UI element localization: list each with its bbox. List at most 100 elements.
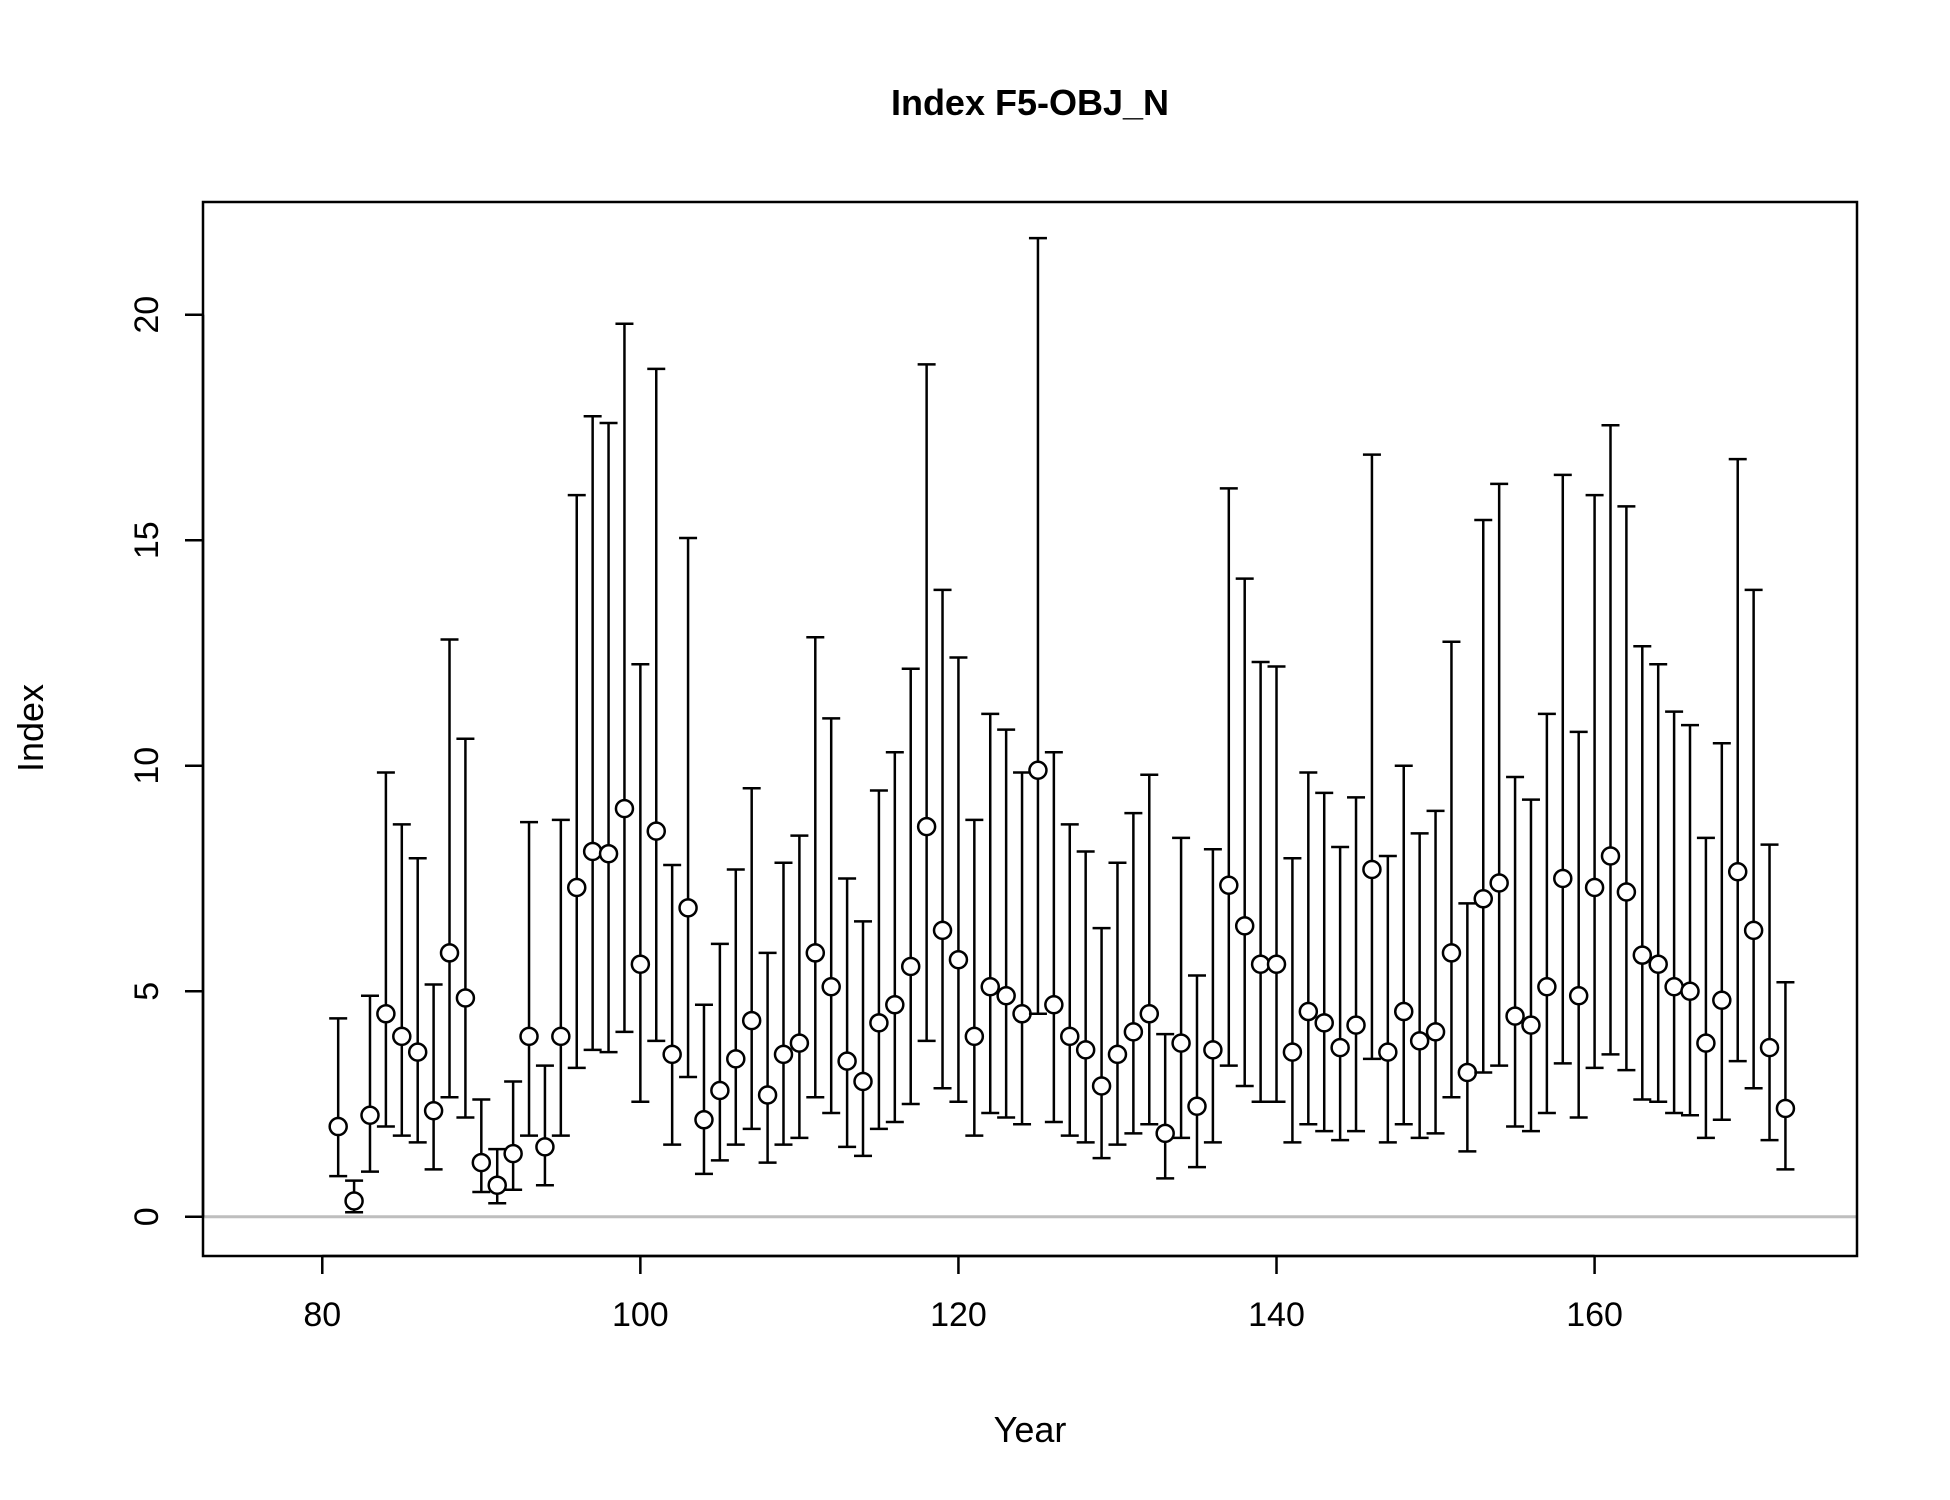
data-point <box>726 1049 746 1069</box>
data-point <box>1632 945 1653 965</box>
data-point <box>360 1105 380 1126</box>
data-point <box>1680 981 1700 1002</box>
data-point <box>789 1033 810 1053</box>
data-point <box>1648 954 1668 974</box>
y-tick-label: 0 <box>128 1207 166 1226</box>
data-point <box>503 1143 523 1164</box>
data-point <box>1537 976 1557 997</box>
data-point <box>1664 976 1684 997</box>
data-point <box>328 1116 348 1137</box>
y-tick-label: 5 <box>128 982 166 1001</box>
data-point <box>1489 873 1509 893</box>
data-point <box>1759 1037 1780 1058</box>
data-point <box>1155 1123 1175 1144</box>
data-point <box>1616 882 1637 902</box>
x-tick-label: 140 <box>1248 1296 1305 1334</box>
data-point <box>996 986 1016 1006</box>
data-point <box>1378 1042 1398 1062</box>
data-point <box>1696 1033 1716 1053</box>
data-point <box>1266 954 1287 974</box>
data-point <box>1727 861 1748 882</box>
data-point <box>1425 1022 1446 1042</box>
chart-title: Index F5-OBJ_N <box>891 82 1169 123</box>
data-point <box>1123 1022 1144 1042</box>
data-point <box>423 1101 444 1121</box>
x-axis-label: Year <box>994 1409 1067 1450</box>
data-point <box>1044 995 1064 1015</box>
data-point <box>916 816 937 837</box>
data-point <box>932 920 953 941</box>
data-point <box>1139 1004 1160 1024</box>
data-point <box>980 976 1000 997</box>
data-point <box>1362 859 1382 880</box>
data-point <box>1028 760 1048 781</box>
data-point <box>566 877 587 898</box>
x-tick-label: 160 <box>1566 1296 1623 1334</box>
data-point <box>853 1071 873 1092</box>
data-point <box>964 1026 985 1047</box>
data-point <box>869 1013 889 1033</box>
data-point <box>376 1004 396 1024</box>
x-tick-label: 100 <box>612 1296 669 1334</box>
data-point <box>678 898 698 918</box>
data-point <box>1091 1076 1112 1096</box>
data-point <box>694 1110 714 1130</box>
data-point <box>1203 1040 1223 1060</box>
data-point <box>821 976 841 997</box>
y-tick-label: 20 <box>128 296 166 334</box>
data-point <box>662 1044 682 1065</box>
x-tick-label: 120 <box>930 1296 987 1334</box>
data-point <box>582 841 603 862</box>
data-point <box>519 1026 539 1047</box>
data-point <box>1409 1031 1430 1051</box>
data-point <box>710 1080 730 1101</box>
x-tick-label: 80 <box>303 1296 341 1334</box>
data-point <box>1473 889 1494 909</box>
data-point <box>1712 990 1732 1011</box>
data-point <box>1505 1006 1525 1026</box>
data-point <box>1234 916 1255 936</box>
data-point <box>455 988 476 1008</box>
data-point <box>1107 1044 1128 1065</box>
data-point <box>1775 1098 1796 1119</box>
data-point <box>1219 875 1239 896</box>
data-point <box>1584 877 1605 898</box>
data-point <box>1187 1096 1207 1117</box>
data-point <box>1314 1013 1334 1033</box>
data-point <box>1012 1004 1032 1024</box>
data-point <box>1298 1001 1319 1022</box>
data-point <box>1553 868 1573 889</box>
data-point <box>1393 1001 1414 1022</box>
data-point <box>471 1152 492 1173</box>
data-point <box>407 1042 428 1062</box>
data-point <box>1743 920 1764 941</box>
data-point <box>885 995 905 1015</box>
data-point <box>1521 1015 1541 1035</box>
data-point <box>757 1085 778 1105</box>
data-point <box>598 843 619 864</box>
data-point <box>805 943 826 963</box>
data-point <box>487 1175 507 1195</box>
data-point <box>535 1137 555 1157</box>
data-point <box>614 798 635 819</box>
data-point <box>1457 1062 1478 1083</box>
data-point <box>551 1026 571 1047</box>
data-point <box>948 949 969 970</box>
plot-area: 80 100 120 140 160 0 5 10 15 20 <box>128 200 1859 1334</box>
data-point <box>741 1010 762 1031</box>
data-point <box>1060 1026 1080 1047</box>
data-point <box>439 943 460 963</box>
data-point <box>1250 954 1271 974</box>
y-axis-label: Index <box>10 684 51 772</box>
data-point <box>344 1191 364 1211</box>
data-point <box>1346 1015 1366 1035</box>
data-point <box>646 821 667 841</box>
data-point <box>1282 1042 1303 1062</box>
data-point <box>900 956 921 977</box>
data-point <box>1600 846 1621 866</box>
data-point <box>1568 986 1589 1006</box>
data-point <box>1075 1040 1096 1060</box>
y-tick-label: 15 <box>128 521 166 559</box>
data-point <box>392 1026 412 1047</box>
